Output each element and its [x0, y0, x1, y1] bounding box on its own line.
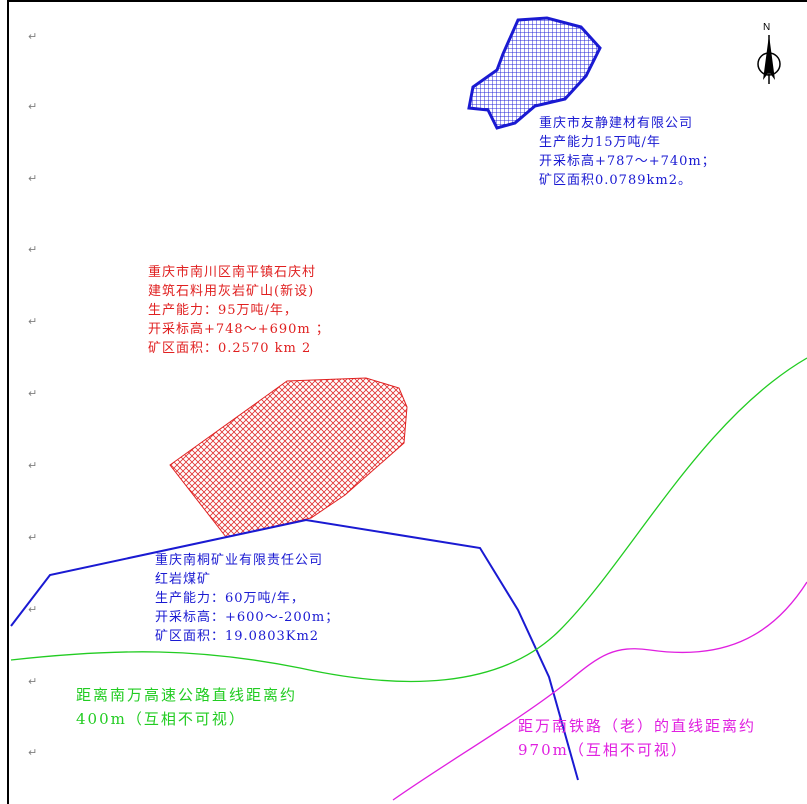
paragraph-mark: ↵	[28, 603, 38, 616]
youjing-label-line: 重庆市友静建材有限公司	[539, 116, 694, 131]
nantong-mine-boundary	[10, 518, 579, 781]
nantong-label-line: 开采标高：+600～-200m；	[155, 610, 340, 625]
paragraph-mark: ↵	[28, 172, 38, 185]
expressway-distance-line: 400m（互相不可视）	[76, 710, 246, 728]
nanping-label-line: 重庆市南川区南平镇石庆村	[148, 265, 317, 280]
paragraph-mark: ↵	[28, 675, 38, 688]
youjing-mine-label: 重庆市友静建材有限公司 生产能力15万吨/年 开采标高+787～+740m； 矿…	[539, 114, 716, 190]
map-frame	[7, 0, 807, 804]
paragraph-mark: ↵	[28, 243, 38, 256]
nanping-mine-area	[169, 377, 408, 538]
railway-line	[392, 581, 807, 801]
paragraph-mark: ↵	[28, 315, 38, 328]
nanping-label-line: 生产能力：95万吨/年，	[148, 303, 298, 318]
nantong-label-line: 重庆南桐矿业有限责任公司	[155, 553, 324, 568]
nantong-label-line: 红岩煤矿	[155, 572, 212, 587]
nantong-mine-label: 重庆南桐矿业有限责任公司 红岩煤矿 生产能力：60万吨/年， 开采标高：+600…	[155, 551, 339, 646]
paragraph-mark: ↵	[28, 100, 38, 113]
paragraph-mark: ↵	[28, 746, 38, 759]
youjing-label-line: 开采标高+787～+740m；	[539, 154, 716, 169]
nanping-mine-label: 重庆市南川区南平镇石庆村 建筑石料用灰岩矿山(新设) 生产能力：95万吨/年， …	[148, 263, 330, 358]
north-arrow-icon	[757, 35, 781, 84]
railway-distance-label: 距万南铁路（老）的直线距离约 970m（互相不可视）	[518, 714, 756, 762]
paragraph-mark: ↵	[28, 459, 38, 472]
paragraph-mark: ↵	[28, 531, 38, 544]
youjing-label-line: 矿区面积0.0789km2。	[539, 173, 692, 188]
paragraph-mark: ↵	[28, 30, 38, 43]
expressway-line	[10, 357, 807, 683]
nanping-label-line: 矿区面积：0.2570 km 2	[148, 341, 312, 356]
railway-distance-line: 距万南铁路（老）的直线距离约	[518, 717, 757, 735]
expressway-distance-line: 距离南万高速公路直线距离约	[76, 686, 298, 704]
youjing-mine-area	[467, 16, 602, 130]
north-arrow-label: N	[763, 22, 770, 33]
youjing-label-line: 生产能力15万吨/年	[539, 135, 661, 150]
nanping-label-line: 开采标高+748～+690m ；	[148, 322, 330, 337]
nantong-label-line: 生产能力：60万吨/年，	[155, 591, 305, 606]
nantong-label-line: 矿区面积：19.0803Km2	[155, 629, 320, 644]
railway-distance-line: 970m（互相不可视）	[518, 741, 688, 759]
paragraph-mark: ↵	[28, 387, 38, 400]
expressway-distance-label: 距离南万高速公路直线距离约 400m（互相不可视）	[76, 683, 297, 731]
nanping-label-line: 建筑石料用灰岩矿山(新设)	[148, 284, 315, 299]
